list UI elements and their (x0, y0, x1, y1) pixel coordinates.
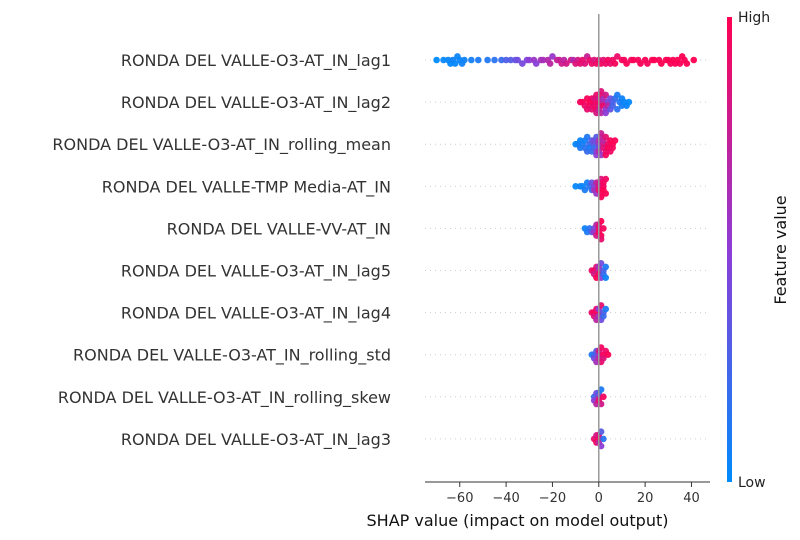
shap-point (440, 56, 447, 64)
shap-point (581, 60, 589, 67)
shap-point (625, 98, 633, 106)
shap-point (484, 56, 491, 64)
shap-point (602, 133, 610, 141)
colorbar-low-label: Low (738, 475, 766, 491)
shap-point (563, 60, 570, 67)
feature-label: RONDA DEL VALLE-O3-AT_IN_lag4 (121, 304, 391, 324)
feature-rows: RONDA DEL VALLE-O3-AT_IN_lag1 RONDA DEL V… (52, 51, 710, 450)
shap-point (581, 186, 589, 194)
shap-point (637, 60, 644, 67)
shap-point (630, 56, 637, 64)
shap-point (658, 60, 665, 67)
feature-label: RONDA DEL VALLE-O3-AT_IN_lag2 (121, 93, 391, 113)
feature-label: RONDA DEL VALLE-O3-AT_IN_rolling_mean (52, 135, 391, 155)
x-tick-label: 0 (595, 491, 603, 506)
shap-point (602, 151, 610, 159)
x-tick-label: −20 (539, 491, 566, 506)
shap-point (611, 137, 619, 144)
shap-point (604, 351, 612, 359)
colorbar-title: Feature value (771, 195, 790, 304)
shap-point (474, 56, 482, 64)
shap-point (644, 60, 651, 67)
shap-point (583, 133, 591, 141)
shap-point (572, 183, 579, 190)
x-tick-label: 40 (683, 491, 700, 506)
shap-point (491, 56, 498, 64)
colorbar-high-label: High (738, 10, 770, 26)
shap-point (514, 56, 521, 64)
shap-point (602, 175, 610, 183)
shap-point (602, 109, 610, 117)
shap-point (690, 56, 698, 64)
shap-point (451, 60, 459, 67)
shap-point (614, 53, 621, 60)
feature-label: RONDA DEL VALLE-O3-AT_IN_rolling_skew (58, 388, 391, 408)
feature-label: RONDA DEL VALLE-O3-AT_IN_rolling_std (73, 346, 391, 366)
shap-point (651, 56, 658, 64)
shap-point (549, 53, 556, 60)
shap-point (539, 56, 547, 64)
data-points (433, 53, 698, 450)
shap-point (602, 263, 610, 271)
shap-point (611, 60, 619, 67)
shap-point (614, 91, 621, 99)
shap-point (600, 393, 607, 401)
shap-point (602, 91, 610, 99)
shap-point (461, 56, 468, 64)
colorbar: High Low Feature value (727, 10, 790, 491)
shap-point (468, 56, 475, 64)
shap-point (525, 56, 533, 64)
shap-point (532, 60, 540, 67)
feature-label: RONDA DEL VALLE-VV-AT_IN (167, 219, 391, 239)
x-tick-label: −60 (446, 491, 473, 506)
shap-point (600, 435, 607, 443)
shap-point (609, 144, 616, 152)
shap-point (546, 60, 554, 67)
shap-point (498, 56, 505, 64)
shap-point (683, 60, 691, 67)
shap-point (602, 274, 610, 282)
shap-point (433, 56, 440, 64)
shap-point (519, 60, 526, 67)
feature-label: RONDA DEL VALLE-O3-AT_IN_lag5 (121, 262, 391, 282)
shap-point (600, 355, 607, 362)
shap-point (614, 106, 621, 113)
colorbar-gradient (727, 17, 732, 482)
x-axis-title: SHAP value (impact on model output) (367, 511, 669, 530)
shap-point (623, 60, 630, 67)
x-axis: −60 −40 −20 0 20 40 (425, 481, 710, 506)
shap-point (600, 225, 607, 232)
shap-point (602, 305, 610, 313)
feature-label: RONDA DEL VALLE-O3-AT_IN_lag3 (121, 430, 391, 450)
shap-point (602, 190, 610, 197)
feature-label: RONDA DEL VALLE-TMP Media-AT_IN (102, 177, 391, 197)
shap-point (609, 102, 616, 109)
shap-point (507, 56, 515, 64)
shap-point (676, 60, 684, 67)
feature-label: RONDA DEL VALLE-O3-AT_IN_lag1 (121, 51, 391, 71)
x-tick-label: 20 (637, 491, 654, 506)
shap-point (502, 56, 510, 64)
x-tick-label: −40 (492, 491, 519, 506)
shap-point (600, 312, 607, 320)
